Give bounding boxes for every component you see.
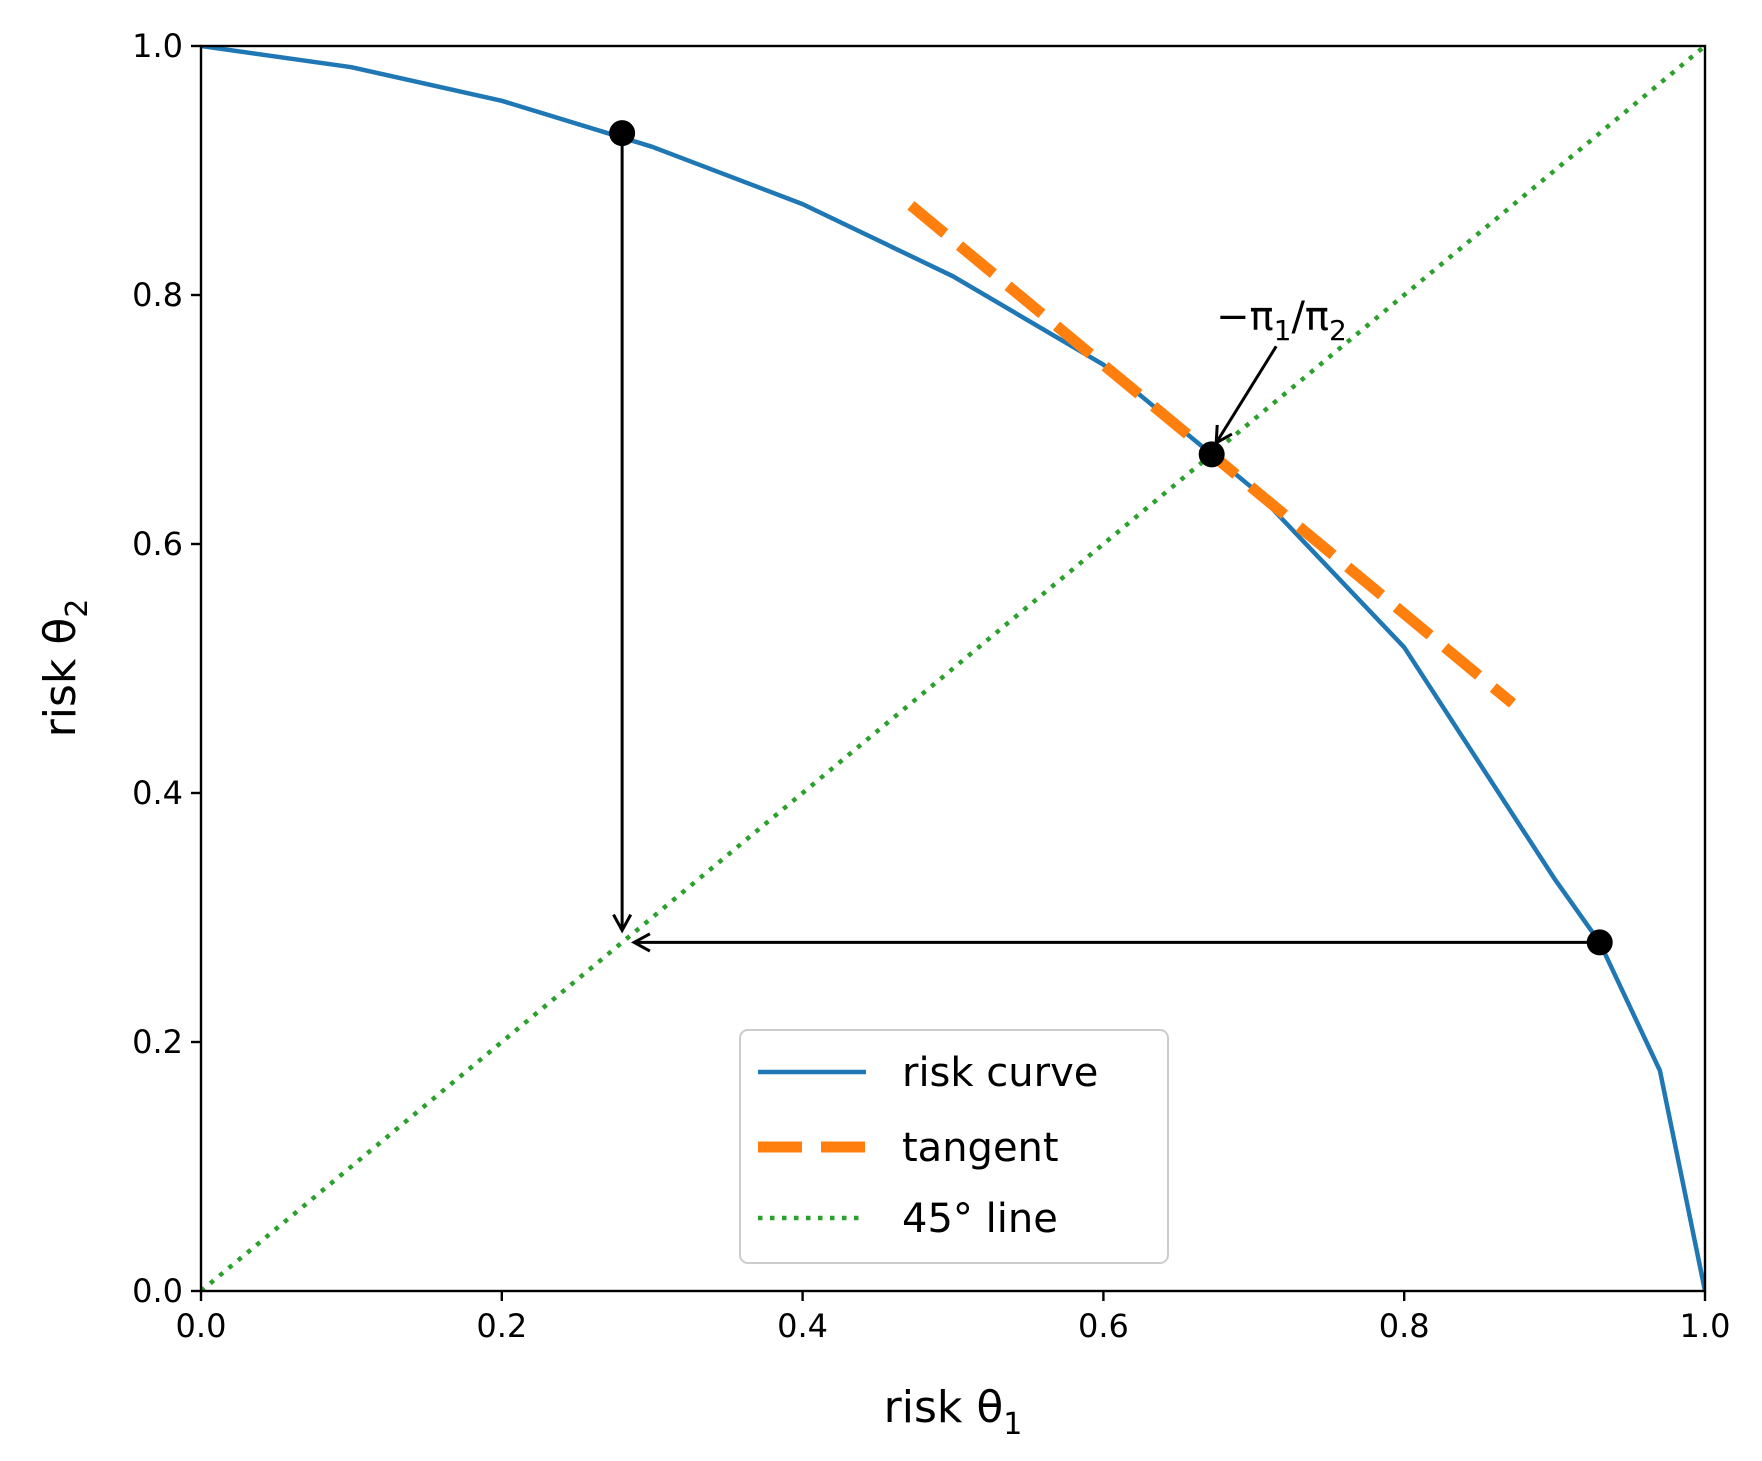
y-tick-label: 0.8 [132,276,183,314]
y-tick-label: 0.4 [132,774,183,812]
series-45-line [201,46,1705,1291]
slope-annotation: −π1/π2 [1216,294,1347,347]
projection-arrow-2 [630,932,1600,953]
y-tick-label: 1.0 [132,27,183,65]
y-axis-label: risk θ2 [35,599,95,738]
x-tick-label: 0.2 [476,1307,527,1345]
legend: risk curve tangent 45° line [739,1029,1169,1264]
legend-label-tangent: tangent [902,1125,1059,1171]
y-tick-label: 0.2 [132,1023,183,1061]
projection-arrow-1 [612,133,633,934]
y-tick-label: 0.6 [132,525,183,563]
risk-point-2 [1198,441,1225,468]
x-tick-label: 1.0 [1680,1307,1731,1345]
slope-annotation-text: −π1/π2 [1216,294,1347,347]
legend-label-risk-curve: risk curve [902,1050,1098,1096]
legend-label-45-line: 45° line [902,1196,1058,1242]
legend-box [739,1029,1169,1264]
y-tick-label: 0.0 [132,1272,183,1310]
x-axis-label: risk θ1 [884,1382,1023,1442]
marks-layer [609,120,1613,956]
x-tick-label: 0.6 [1078,1307,1129,1345]
x-tick-label: 0.0 [176,1307,227,1345]
plot-frame [199,44,1707,1293]
y-axis: 0.0 0.2 0.4 0.6 0.8 1.0 [132,27,201,1310]
x-tick-label: 0.4 [777,1307,828,1345]
risk-point-1 [609,120,636,147]
x-tick-label: 0.8 [1379,1307,1430,1345]
annotation-arrow [1214,345,1278,446]
x-axis: 0.0 0.2 0.4 0.6 0.8 1.0 [176,1291,1731,1345]
risk-point-3 [1586,929,1613,956]
